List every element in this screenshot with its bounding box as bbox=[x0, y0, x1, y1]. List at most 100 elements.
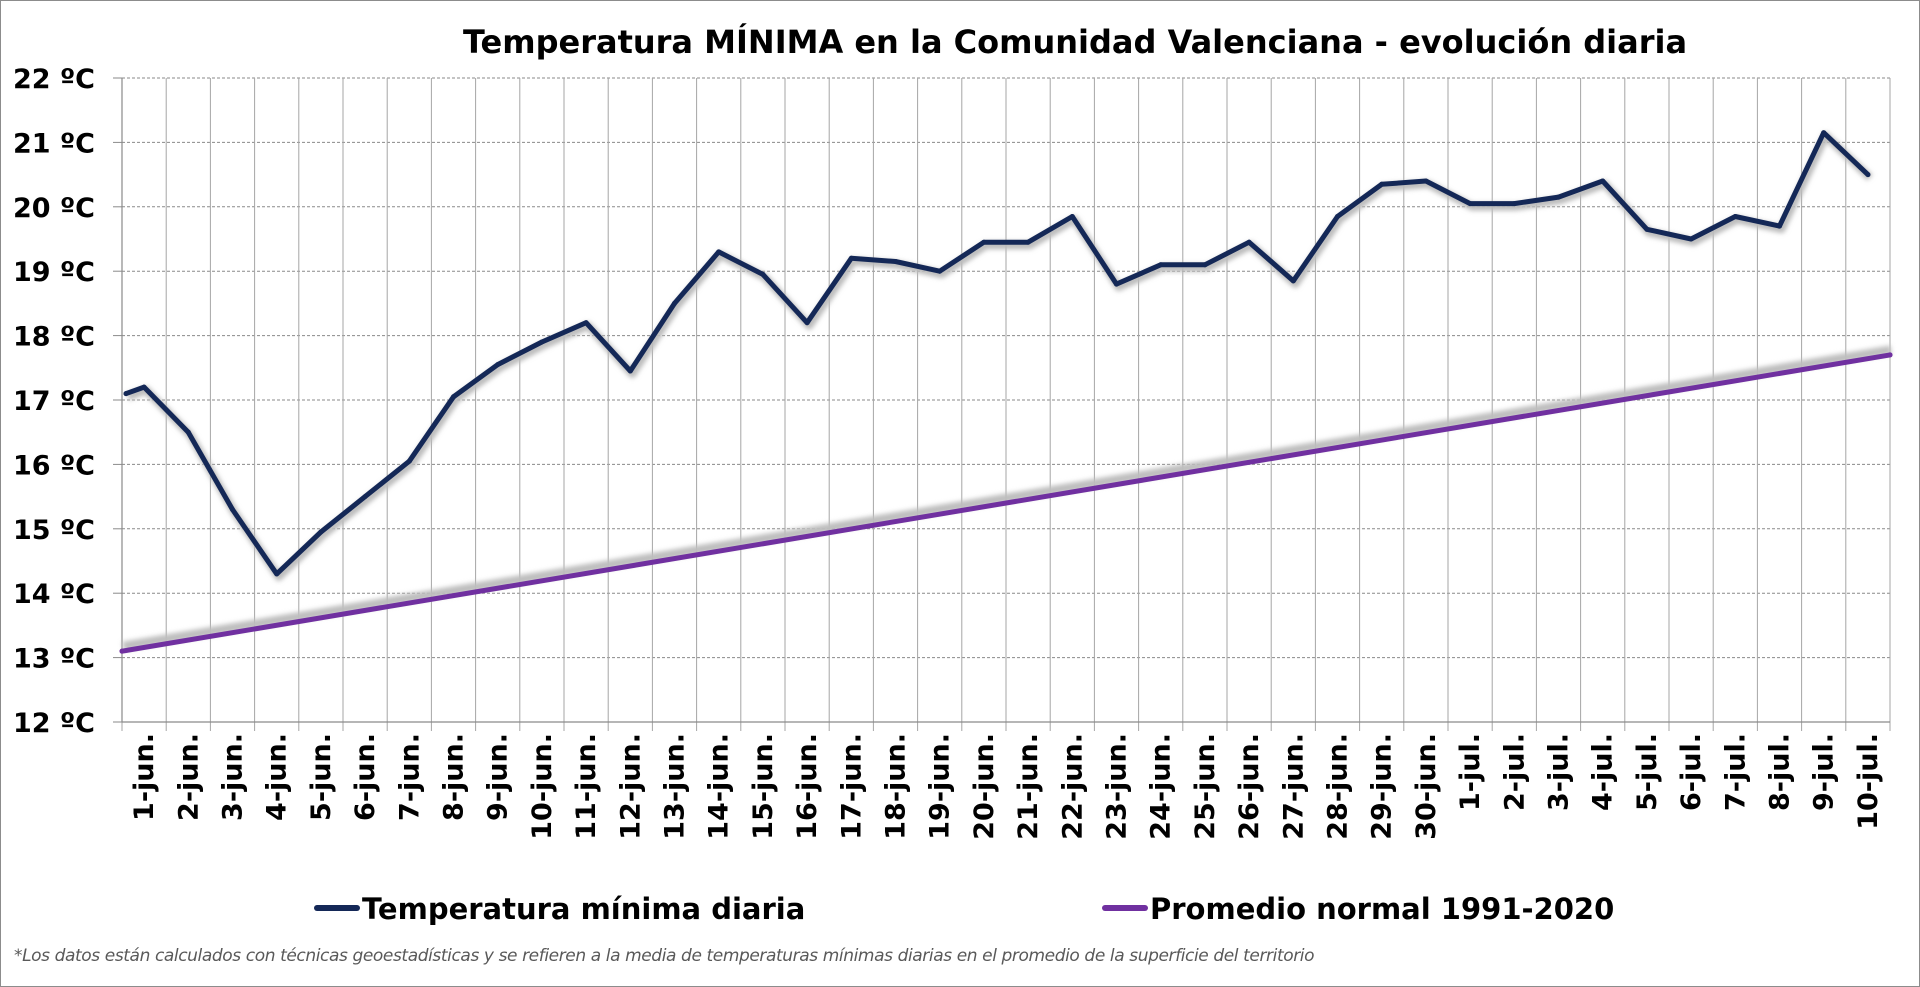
data-point-temperatura bbox=[804, 320, 810, 326]
x-tick-label: 5-jul. bbox=[1632, 733, 1663, 811]
data-point-temperatura bbox=[539, 339, 545, 345]
data-point-temperatura bbox=[716, 249, 722, 255]
data-point-temperatura bbox=[1246, 239, 1252, 245]
data-point-temperatura bbox=[937, 268, 943, 274]
data-point-temperatura bbox=[1114, 281, 1119, 287]
x-tick-label: 2-jul. bbox=[1499, 733, 1530, 811]
legend: Temperatura mínima diaria Promedio norma… bbox=[314, 892, 1614, 926]
y-tick-label: 19 ºC bbox=[13, 257, 95, 288]
data-point-temperatura bbox=[1644, 226, 1650, 232]
x-tick-label: 10-jun. bbox=[527, 733, 558, 840]
data-point-promedio-start bbox=[119, 648, 125, 654]
data-point-temperatura bbox=[1025, 239, 1031, 245]
legend-label-temperatura: Temperatura mínima diaria bbox=[362, 892, 805, 926]
series-promedio-shadow bbox=[122, 345, 1892, 651]
data-point-temperatura bbox=[1556, 194, 1561, 200]
x-tick-label: 5-jun. bbox=[306, 733, 337, 821]
data-point-temperatura bbox=[1202, 262, 1208, 268]
chart-title: Temperatura MÍNIMA en la Comunidad Valen… bbox=[463, 23, 1687, 61]
x-tick-label: 1-jun. bbox=[129, 733, 160, 821]
x-tick-label: 7-jul. bbox=[1720, 733, 1751, 811]
data-point-temperatura bbox=[848, 255, 854, 261]
x-tick-label: 24-jun. bbox=[1146, 733, 1177, 840]
x-tick-label: 15-jun. bbox=[748, 733, 779, 840]
data-point-temperatura bbox=[318, 529, 324, 535]
x-tick-label: 28-jun. bbox=[1323, 733, 1354, 840]
x-tick-label: 16-jun. bbox=[792, 733, 823, 840]
x-tick-label: 13-jun. bbox=[660, 733, 691, 840]
data-point-temperatura bbox=[185, 429, 191, 435]
series-promedio-line bbox=[119, 352, 1893, 654]
data-point-temperatura bbox=[230, 507, 235, 512]
x-tick-label: 3-jul. bbox=[1544, 733, 1575, 811]
x-tick-label: 9-jul. bbox=[1809, 733, 1840, 811]
data-point-temperatura bbox=[1732, 214, 1738, 219]
data-point-temperatura bbox=[1290, 278, 1296, 284]
series-temperatura-shadow bbox=[126, 131, 1873, 581]
x-tick-label: 6-jul. bbox=[1676, 733, 1707, 811]
x-tick-label: 7-jun. bbox=[394, 733, 425, 821]
data-point-temperatura bbox=[495, 362, 501, 368]
series-group bbox=[119, 130, 1893, 654]
data-point-temperatura bbox=[1865, 172, 1871, 178]
y-tick-label: 14 ºC bbox=[13, 579, 95, 610]
x-tick-label: 1-jul. bbox=[1455, 733, 1486, 811]
x-tick-label: 19-jun. bbox=[925, 733, 956, 840]
x-tick-label: 3-jun. bbox=[218, 733, 249, 821]
data-point-temperatura bbox=[1423, 178, 1429, 184]
data-point-temperatura bbox=[583, 320, 589, 326]
y-tick-label: 22 ºC bbox=[13, 64, 95, 95]
x-tick-label: 8-jul. bbox=[1765, 733, 1796, 811]
x-tick-label: 11-jun. bbox=[571, 733, 602, 840]
data-point-temperatura bbox=[1600, 178, 1606, 184]
data-point-temperatura bbox=[1821, 130, 1827, 136]
data-point-temperatura bbox=[1688, 236, 1694, 242]
data-point-temperatura bbox=[1335, 214, 1340, 219]
data-point-temperatura bbox=[1467, 201, 1473, 207]
x-tick-label: 29-jun. bbox=[1367, 733, 1398, 840]
data-point-temperatura bbox=[672, 300, 677, 306]
data-point-temperatura bbox=[141, 384, 147, 390]
y-tick-label: 18 ºC bbox=[13, 322, 95, 353]
legend-label-promedio: Promedio normal 1991-2020 bbox=[1150, 892, 1614, 926]
data-point-temperatura bbox=[627, 368, 633, 374]
x-tick-label: 27-jun. bbox=[1278, 733, 1309, 840]
x-tick-label: 4-jul. bbox=[1588, 733, 1619, 811]
x-tick-label: 22-jun. bbox=[1057, 733, 1088, 840]
x-tick-label: 30-jun. bbox=[1411, 733, 1442, 840]
data-point-temperatura bbox=[406, 458, 412, 464]
data-point-temperatura bbox=[1511, 201, 1517, 207]
x-tick-label: 20-jun. bbox=[969, 733, 1000, 840]
footnote: *Los datos están calculados con técnicas… bbox=[14, 946, 1315, 966]
data-point-temperatura bbox=[274, 571, 280, 577]
data-point-temperatura bbox=[1777, 223, 1782, 229]
x-tick-label: 17-jun. bbox=[836, 733, 867, 840]
data-point-temperatura bbox=[1379, 181, 1385, 187]
x-tick-label: 2-jun. bbox=[173, 733, 204, 821]
data-point-temperatura bbox=[362, 494, 368, 500]
data-point-temperatura bbox=[760, 271, 766, 277]
x-tick-label: 18-jun. bbox=[881, 733, 912, 840]
data-point-temperatura bbox=[451, 394, 456, 400]
data-point-temperatura bbox=[981, 239, 987, 245]
data-point-promedio-end bbox=[1887, 352, 1893, 358]
y-tick-label: 21 ºC bbox=[13, 128, 95, 159]
x-tick-label: 4-jun. bbox=[262, 733, 293, 821]
y-tick-label: 15 ºC bbox=[13, 515, 95, 546]
y-tick-label: 20 ºC bbox=[13, 193, 95, 224]
x-tick-label: 21-jun. bbox=[1013, 733, 1044, 840]
y-tick-label: 17 ºC bbox=[13, 386, 95, 417]
data-point-temperatura bbox=[893, 259, 898, 264]
data-point-temperatura bbox=[123, 391, 129, 397]
x-tick-label: 23-jun. bbox=[1102, 733, 1133, 840]
data-point-temperatura bbox=[1069, 214, 1075, 219]
x-tick-label: 25-jun. bbox=[1190, 733, 1221, 840]
x-tick-label: 9-jun. bbox=[483, 733, 514, 821]
x-tick-label: 8-jun. bbox=[439, 733, 470, 821]
x-tick-label: 26-jun. bbox=[1234, 733, 1265, 840]
y-tick-label: 12 ºC bbox=[13, 708, 95, 739]
x-tick-label: 12-jun. bbox=[615, 733, 646, 840]
y-tick-label: 16 ºC bbox=[13, 450, 95, 481]
